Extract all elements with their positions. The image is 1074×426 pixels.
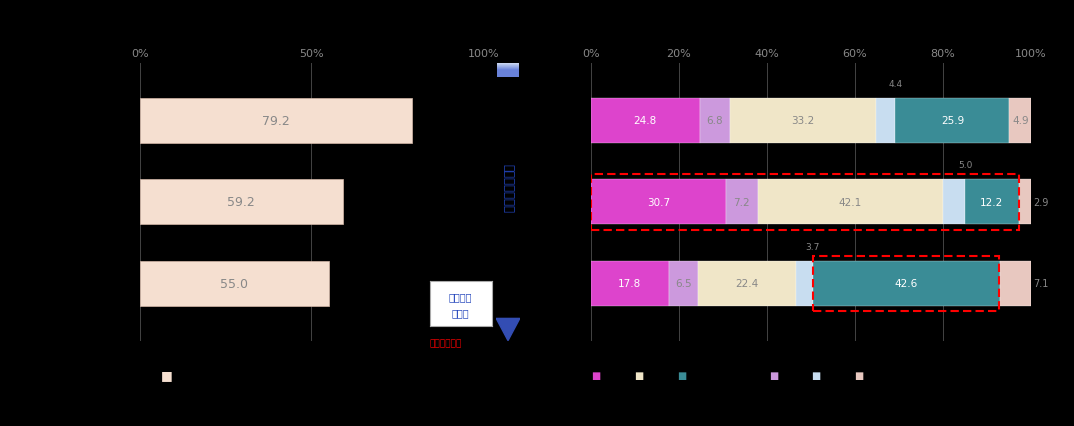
Text: の醒成: の醒成	[452, 308, 469, 317]
Bar	[876, 98, 896, 143]
Bar	[669, 262, 698, 306]
Bar	[698, 262, 796, 306]
Text: ■: ■	[635, 370, 643, 380]
Text: 25.9: 25.9	[941, 116, 964, 126]
Text: 33.2: 33.2	[792, 116, 814, 126]
Text: ■: ■	[161, 368, 172, 381]
Text: 79.2: 79.2	[262, 115, 290, 127]
Bar	[591, 180, 726, 225]
Bar	[726, 180, 757, 225]
Text: 6.5: 6.5	[676, 279, 692, 289]
Bar	[1000, 262, 1031, 306]
Text: 共通理解: 共通理解	[449, 292, 473, 302]
Bar	[1010, 98, 1031, 143]
Bar	[700, 98, 730, 143]
Text: 4.4: 4.4	[888, 80, 902, 89]
Bar	[140, 262, 329, 306]
Text: 17.8: 17.8	[619, 279, 641, 289]
Text: 5.0: 5.0	[958, 161, 972, 170]
Text: 59.2: 59.2	[228, 196, 256, 209]
Bar	[730, 98, 876, 143]
Text: 3.7: 3.7	[806, 242, 819, 251]
Text: 30.7: 30.7	[647, 197, 670, 207]
Text: 24.8: 24.8	[634, 116, 657, 126]
Text: 7.1: 7.1	[1033, 279, 1048, 289]
Text: 42.1: 42.1	[839, 197, 862, 207]
Text: 4.9: 4.9	[1012, 116, 1029, 126]
Bar	[796, 262, 813, 306]
Text: ■: ■	[678, 370, 686, 380]
Bar	[140, 180, 343, 225]
Bar	[591, 98, 700, 143]
Text: ■: ■	[592, 370, 600, 380]
Text: 12.2: 12.2	[981, 197, 1003, 207]
Bar	[591, 262, 669, 306]
Bar	[943, 180, 966, 225]
Bar	[896, 98, 1010, 143]
Bar	[140, 98, 411, 143]
Text: 6.8: 6.8	[707, 116, 723, 126]
Text: 55.0: 55.0	[220, 277, 248, 290]
Bar	[966, 180, 1019, 225]
Text: 三顧客獲得先: 三顧客獲得先	[430, 338, 462, 348]
Text: 共通理解の深化: 共通理解の深化	[502, 164, 514, 213]
Text: ■: ■	[812, 370, 821, 380]
Text: 7.2: 7.2	[734, 197, 750, 207]
Bar	[757, 180, 943, 225]
Text: 42.6: 42.6	[895, 279, 918, 289]
Bar	[813, 262, 1000, 306]
Bar	[1019, 180, 1031, 225]
Text: 2.9: 2.9	[1033, 197, 1048, 207]
Text: ■: ■	[769, 370, 778, 380]
Text: 22.4: 22.4	[736, 279, 758, 289]
Polygon shape	[496, 319, 520, 341]
Text: ■: ■	[855, 370, 863, 380]
